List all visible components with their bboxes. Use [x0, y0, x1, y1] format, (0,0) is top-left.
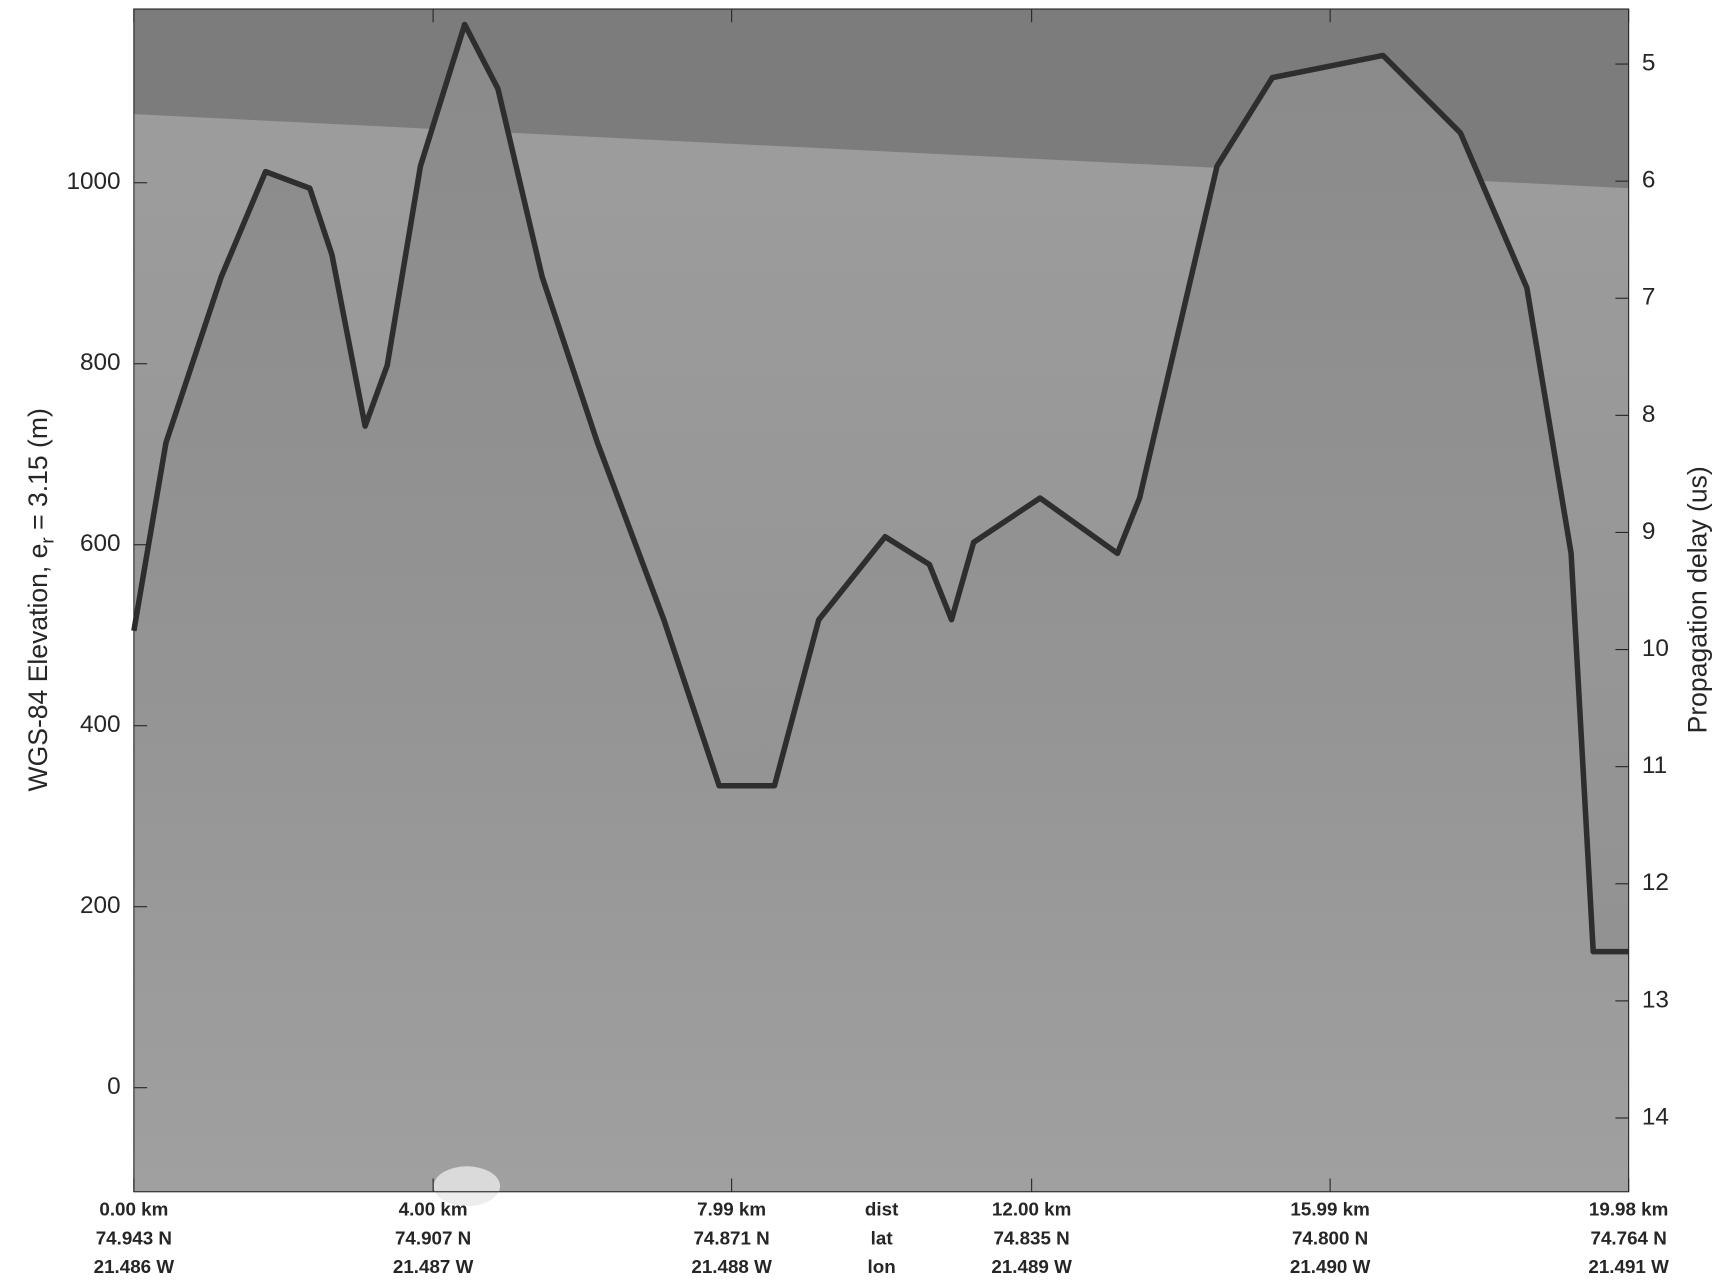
- y2-tick-label: 9: [1642, 518, 1656, 545]
- lon-label: 21.486 W: [94, 1256, 175, 1276]
- x-tick-label: 15.99 km: [1290, 1199, 1369, 1220]
- y2-tick-label: 13: [1642, 986, 1669, 1013]
- lon-label: 21.491 W: [1588, 1256, 1669, 1276]
- lat-label: 74.943 N: [96, 1227, 172, 1248]
- lat-label: 74.907 N: [395, 1227, 471, 1248]
- y-tick-label: 0: [107, 1073, 121, 1100]
- lat-label: 74.871 N: [693, 1227, 769, 1248]
- y2-tick-label: 5: [1642, 49, 1656, 76]
- y-tick-label: 600: [80, 530, 121, 557]
- y2-axis-label: Propagation delay (us): [1682, 466, 1712, 733]
- x-tick-label: 0.00 km: [99, 1199, 168, 1220]
- y2-tick-label: 7: [1642, 284, 1656, 311]
- y2-tick-label: 6: [1642, 167, 1656, 194]
- y2-tick-label: 11: [1642, 752, 1667, 779]
- lat-label: 74.800 N: [1292, 1227, 1368, 1248]
- y-tick-label: 1000: [66, 168, 120, 195]
- y2-tick-label: 12: [1642, 869, 1669, 896]
- x-tick-label: 19.98 km: [1589, 1199, 1668, 1220]
- y-tick-label: 400: [80, 711, 121, 738]
- lon-label: 21.489 W: [991, 1256, 1072, 1276]
- y-axis-label: WGS-84 Elevation, er = 3.15 (m): [23, 408, 58, 791]
- lon-label: 21.487 W: [393, 1256, 474, 1276]
- row-name: dist: [865, 1199, 899, 1220]
- x-tick-label: 7.99 km: [697, 1199, 766, 1220]
- plot-frame: [133, 8, 1630, 1193]
- y2-tick-label: 10: [1642, 635, 1669, 662]
- row-name: lat: [871, 1227, 894, 1248]
- lat-label: 74.835 N: [993, 1227, 1069, 1248]
- y-tick-label: 800: [80, 349, 121, 376]
- x-tick-label: 4.00 km: [399, 1199, 468, 1220]
- lon-label: 21.488 W: [691, 1256, 772, 1276]
- lat-label: 74.764 N: [1590, 1227, 1666, 1248]
- echogram-image: [131, 9, 1629, 1207]
- y-tick-label: 200: [80, 892, 121, 919]
- x-tick-label: 12.00 km: [992, 1199, 1071, 1220]
- row-name: lon: [868, 1256, 896, 1276]
- lon-label: 21.490 W: [1290, 1256, 1371, 1276]
- y2-tick-label: 14: [1642, 1103, 1669, 1130]
- y2-tick-label: 8: [1642, 401, 1656, 428]
